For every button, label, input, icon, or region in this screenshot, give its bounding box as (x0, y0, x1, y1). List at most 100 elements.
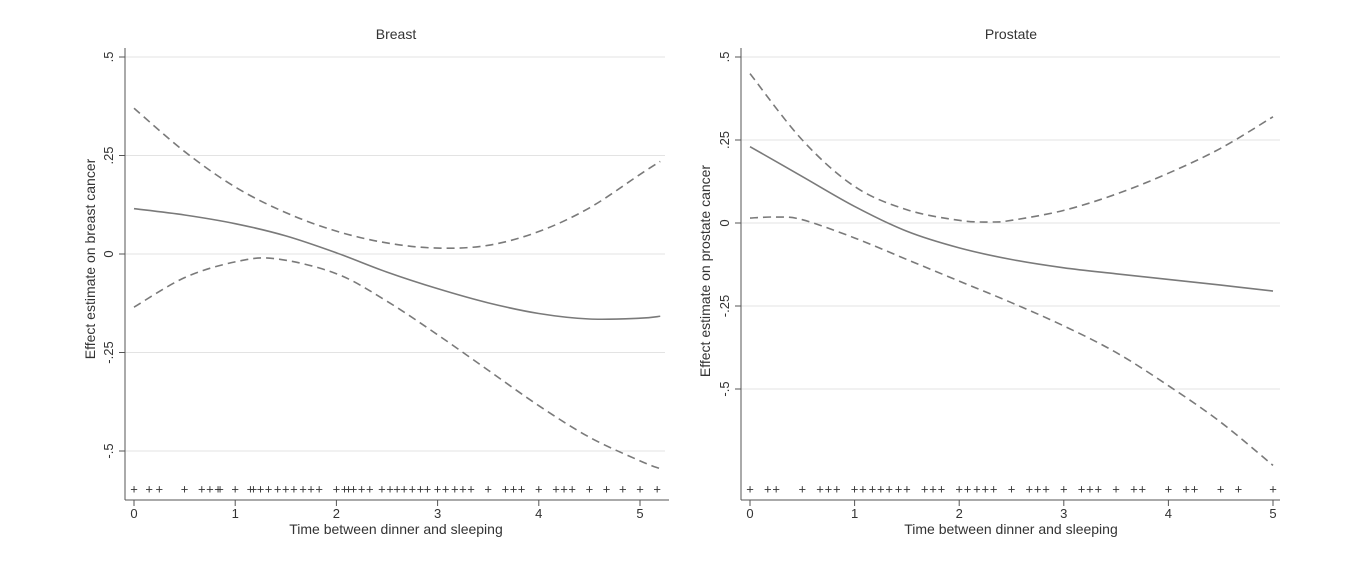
breast-x-tick-label: 3 (434, 506, 441, 521)
breast-chart-panel: -.5 -.25 0 .25 .5 0 1 2 3 4 5 Breast Time between di… (82, 26, 669, 537)
breast-rug-mark: + (315, 482, 323, 497)
breast-rug-mark: + (250, 482, 258, 497)
prostate-rug-mark: + (1269, 482, 1277, 497)
prostate-rug-mark: + (816, 482, 824, 497)
prostate-rug-mark: + (955, 482, 963, 497)
breast-x-tick-label: 2 (333, 506, 340, 521)
breast-rug-mark: + (459, 482, 467, 497)
prostate-x-tick-label: 1 (851, 506, 858, 521)
prostate-upper-ci-line (749, 73, 1274, 223)
prostate-rug-mark: + (764, 482, 772, 497)
prostate-rug-mark: + (1138, 482, 1146, 497)
prostate-rug-mark: + (1008, 482, 1016, 497)
breast-rug-mark: + (299, 482, 307, 497)
prostate-rug-mark: + (1025, 482, 1033, 497)
breast-rug-mark: + (214, 482, 222, 497)
breast-rug-mark: + (181, 482, 189, 497)
breast-rug-mark: + (619, 482, 627, 497)
breast-chart-title: Breast (376, 26, 417, 42)
prostate-estimate-line (749, 145, 1274, 292)
prostate-rug-mark: + (877, 482, 885, 497)
prostate-y-tick-label: -.25 (717, 295, 732, 317)
prostate-rug-mark: + (833, 482, 841, 497)
prostate-rug-mark: + (973, 482, 981, 497)
prostate-rug-mark: + (885, 482, 893, 497)
prostate-rug-mark: + (964, 482, 972, 497)
prostate-x-axis-label: Time between dinner and sleeping (904, 521, 1118, 537)
prostate-rug-mark: + (990, 482, 998, 497)
prostate-rug-mark: + (982, 482, 990, 497)
prostate-rug-mark: + (1112, 482, 1120, 497)
breast-rug-mark: + (442, 482, 450, 497)
breast-rug-mark: + (467, 482, 475, 497)
breast-x-tick-label: 5 (636, 506, 643, 521)
prostate-rug-mark: + (772, 482, 780, 497)
prostate-chart-title: Prostate (985, 26, 1037, 42)
breast-rug-mark: + (386, 482, 394, 497)
breast-rug-mark: + (484, 482, 492, 497)
breast-rug-mark: + (265, 482, 273, 497)
prostate-rug-mark: + (1130, 482, 1138, 497)
breast-rug-mark: + (636, 482, 644, 497)
prostate-rug-mark: + (1042, 482, 1050, 497)
breast-rug-mark: + (282, 482, 290, 497)
breast-rug-mark: + (417, 482, 425, 497)
breast-estimate-line (133, 207, 661, 321)
breast-rug-mark: + (290, 482, 298, 497)
breast-upper-ci-line (133, 107, 661, 250)
prostate-rug-mark: + (869, 482, 877, 497)
breast-y-axis-label: Effect estimate on breast cancer (82, 158, 98, 359)
prostate-y-tick-label: 0 (717, 219, 732, 226)
prostate-rug-mark: + (851, 482, 859, 497)
prostate-rug-mark: + (1165, 482, 1173, 497)
prostate-rug-mark: + (859, 482, 867, 497)
prostate-x-tick-label: 2 (956, 506, 963, 521)
prostate-rug-mark: + (1191, 482, 1199, 497)
breast-rug-mark: + (378, 482, 386, 497)
breast-rug-mark: + (216, 482, 224, 497)
prostate-y-tick-label: -.5 (717, 381, 732, 396)
breast-rug-mark: + (393, 482, 401, 497)
breast-rug-mark: + (434, 482, 442, 497)
prostate-rug-mark: + (825, 482, 833, 497)
breast-rug-mark: + (518, 482, 526, 497)
prostate-y-axis-label: Effect estimate on prostate cancer (697, 165, 713, 378)
breast-rug-mark: + (535, 482, 543, 497)
prostate-chart-panel: -.5 -.25 0 .25 .5 0 1 2 3 4 5 Prostate Time between … (697, 26, 1280, 537)
prostate-y-tick-label: .25 (717, 131, 732, 149)
breast-x-axis-label: Time between dinner and sleeping (289, 521, 503, 537)
breast-rug-mark: + (156, 482, 164, 497)
breast-rug-mark: + (257, 482, 265, 497)
breast-rug-mark: + (603, 482, 611, 497)
breast-y-tick-label: 0 (101, 250, 116, 257)
breast-rug-mark: + (350, 482, 358, 497)
breast-rug-mark: + (231, 482, 239, 497)
breast-rug-mark: + (409, 482, 417, 497)
breast-rug-mark: + (247, 482, 255, 497)
prostate-rug-mark: + (1182, 482, 1190, 497)
breast-rug-mark: + (560, 482, 568, 497)
breast-rug-mark: + (424, 482, 432, 497)
breast-rug-mark: + (307, 482, 315, 497)
prostate-x-tick-label: 4 (1165, 506, 1172, 521)
prostate-rug-mark: + (799, 482, 807, 497)
prostate-rug-mark: + (1095, 482, 1103, 497)
prostate-x-tick-label: 5 (1269, 506, 1276, 521)
breast-rug-mark: + (130, 482, 138, 497)
prostate-rug-mark: + (746, 482, 754, 497)
breast-rug-mark: + (653, 482, 661, 497)
breast-rug-mark: + (400, 482, 408, 497)
prostate-rug-mark: + (1060, 482, 1068, 497)
breast-y-tick-label: -.5 (101, 443, 116, 458)
prostate-rug-mark: + (929, 482, 937, 497)
breast-rug-mark: + (552, 482, 560, 497)
prostate-rug-mark: + (1034, 482, 1042, 497)
prostate-rug-mark: + (1235, 482, 1243, 497)
prostate-rug-mark: + (903, 482, 911, 497)
prostate-rug-mark: + (1078, 482, 1086, 497)
breast-y-tick-label: .5 (101, 52, 116, 63)
breast-rug-mark: + (274, 482, 282, 497)
prostate-x-tick-label: 0 (746, 506, 753, 521)
breast-lower-ci-line (133, 257, 661, 470)
